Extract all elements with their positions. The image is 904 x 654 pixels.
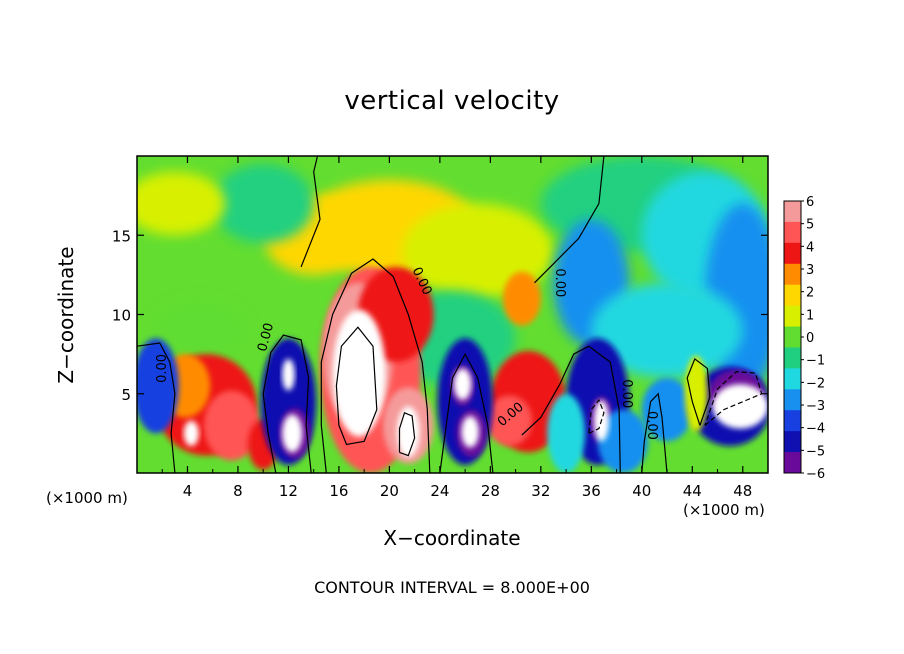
colorbar-label-3: 3 bbox=[806, 263, 814, 278]
contour-line-10 bbox=[704, 370, 763, 426]
colorbar-swatch-3 bbox=[784, 263, 801, 286]
field-region-22 bbox=[684, 355, 708, 432]
contour-line-12 bbox=[588, 398, 605, 434]
colorbar-swatch-9 bbox=[784, 389, 801, 411]
field-region-9 bbox=[502, 271, 541, 326]
field-region-soft-3 bbox=[212, 163, 314, 244]
contour-line-0 bbox=[137, 342, 176, 473]
contour-line-3 bbox=[335, 326, 378, 446]
velocity-field bbox=[137, 156, 768, 473]
contour-interval-note: CONTOUR INTERVAL = 8.000E+00 bbox=[314, 578, 590, 597]
field-region-8 bbox=[486, 395, 533, 447]
colorbar-label-5: 1 bbox=[806, 308, 814, 323]
saturated-core-2 bbox=[282, 414, 303, 453]
saturated-core-5 bbox=[461, 415, 480, 448]
contour-line-9 bbox=[686, 357, 711, 426]
y-axis-ticks: 5 10 15 bbox=[112, 227, 768, 404]
x-unit-right: (×1000 m) bbox=[683, 501, 765, 519]
colorbar-swatch-12 bbox=[784, 452, 801, 474]
contour-line-8 bbox=[534, 156, 605, 284]
colorbar-swatch-2 bbox=[784, 242, 801, 265]
saturated-core-4 bbox=[453, 368, 472, 401]
colorbar-label-2: 4 bbox=[806, 240, 814, 255]
colorbar-swatch-6 bbox=[784, 326, 801, 348]
contour-label-5: 0.00 bbox=[644, 411, 659, 440]
colorbar-label-7: −1 bbox=[806, 354, 825, 369]
field-region-19 bbox=[641, 377, 693, 442]
y-tick-label-0: 5 bbox=[121, 386, 131, 404]
contour-line-11 bbox=[641, 392, 668, 473]
field-region-1 bbox=[203, 390, 260, 461]
contour-label-3: 0.00 bbox=[552, 268, 567, 297]
x-tick-label-1: 8 bbox=[233, 482, 243, 500]
colorbar-swatch-7 bbox=[784, 347, 801, 369]
y-axis-label: Z−coordinate bbox=[54, 246, 78, 384]
field-region-soft-10 bbox=[149, 298, 251, 363]
contour-line-7 bbox=[300, 156, 321, 268]
colorbar-swatch-11 bbox=[784, 431, 801, 453]
colorbar-swatch-10 bbox=[784, 410, 801, 432]
plot-field bbox=[137, 156, 768, 473]
x-axis-ticks: 4 8 12 16 20 24 28 32 36 40 44 48 bbox=[161, 156, 752, 500]
field-region-24 bbox=[547, 393, 586, 473]
x-tick-label-9: 40 bbox=[632, 482, 651, 500]
colorbar-label-9: −3 bbox=[806, 399, 825, 414]
field-region-soft-11 bbox=[591, 282, 743, 378]
y-tick-label-2: 15 bbox=[112, 227, 131, 245]
colorbar-label-6: 0 bbox=[806, 331, 814, 346]
saturated-core-8 bbox=[183, 420, 199, 447]
x-tick-label-8: 36 bbox=[582, 482, 601, 500]
field-region-soft-8 bbox=[137, 171, 226, 236]
contour-line-1 bbox=[262, 334, 312, 473]
x-tick-label-6: 28 bbox=[481, 482, 500, 500]
x-tick-label-2: 12 bbox=[279, 482, 298, 500]
contour-label-6: 0.00 bbox=[619, 379, 634, 408]
colorbar-swatch-1 bbox=[784, 221, 801, 244]
contour-line-4 bbox=[398, 411, 416, 457]
x-tick-label-11: 48 bbox=[733, 482, 752, 500]
contour-line-6 bbox=[521, 345, 621, 473]
x-axis-label: X−coordinate bbox=[383, 526, 521, 550]
colorbar-label-8: −2 bbox=[806, 376, 825, 391]
colorbar-label-0: 6 bbox=[806, 195, 814, 210]
colorbar-swatch-0 bbox=[784, 201, 801, 223]
y-tick-label-1: 10 bbox=[112, 307, 131, 325]
colorbar-swatch-8 bbox=[784, 368, 801, 390]
colorbar-swatch-5 bbox=[784, 305, 801, 328]
contour-line-2 bbox=[320, 258, 431, 473]
x-tick-label-3: 16 bbox=[329, 482, 348, 500]
colorbar-label-11: −5 bbox=[806, 444, 825, 459]
x-tick-label-5: 24 bbox=[430, 482, 449, 500]
colorbar-label-1: 5 bbox=[806, 218, 814, 233]
colorbar-label-10: −4 bbox=[806, 422, 825, 437]
colorbar: 6 5 4 3 2 1 0 −1 −2 −3 −4 −5 −6 bbox=[783, 195, 825, 482]
chart-title: vertical velocity bbox=[344, 86, 560, 116]
x-tick-label-4: 20 bbox=[380, 482, 399, 500]
colorbar-label-12: −6 bbox=[806, 467, 825, 482]
colorbar-label-4: 2 bbox=[806, 286, 814, 301]
saturated-core-7 bbox=[712, 384, 768, 429]
x-tick-label-0: 4 bbox=[183, 482, 193, 500]
contour-label-1: 0.00 bbox=[255, 321, 277, 353]
contour-lines bbox=[137, 156, 763, 473]
contour-label-0: 0.00 bbox=[155, 354, 170, 383]
contour-line-5 bbox=[439, 352, 494, 473]
field-region-11 bbox=[137, 338, 179, 434]
x-tick-label-10: 44 bbox=[683, 482, 702, 500]
x-tick-label-7: 32 bbox=[531, 482, 550, 500]
saturated-core-3 bbox=[282, 358, 295, 391]
x-unit-left: (×1000 m) bbox=[46, 489, 128, 507]
field-region-23 bbox=[597, 409, 649, 473]
colorbar-swatch-4 bbox=[784, 284, 801, 307]
